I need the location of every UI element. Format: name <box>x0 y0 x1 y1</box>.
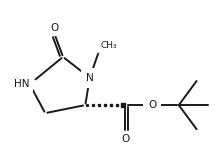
Text: N: N <box>86 73 94 83</box>
Text: HN: HN <box>14 79 30 89</box>
Text: O: O <box>50 23 58 33</box>
Text: O: O <box>148 100 156 110</box>
Text: CH₃: CH₃ <box>101 41 118 51</box>
Text: O: O <box>121 134 129 144</box>
